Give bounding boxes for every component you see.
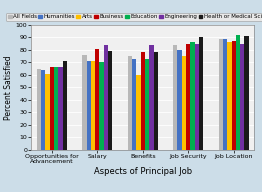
Bar xyxy=(54,67,58,150)
Bar xyxy=(95,49,100,150)
Bar xyxy=(182,56,186,150)
Bar xyxy=(219,39,223,150)
Bar xyxy=(199,37,203,150)
Bar xyxy=(37,69,41,150)
Bar xyxy=(63,61,67,150)
Bar xyxy=(190,42,195,150)
Bar xyxy=(227,42,232,150)
Bar xyxy=(128,56,132,150)
Bar xyxy=(149,45,154,150)
Bar xyxy=(136,75,141,150)
Bar xyxy=(41,70,45,150)
Bar xyxy=(50,67,54,150)
Legend: All Fields, Humanities, Arts, Business, Education, Engineering, Health or Medica: All Fields, Humanities, Arts, Business, … xyxy=(6,13,262,21)
Bar xyxy=(86,61,91,150)
Bar xyxy=(82,55,86,150)
Bar xyxy=(195,44,199,150)
Bar xyxy=(223,39,227,150)
Bar xyxy=(145,59,149,150)
Bar xyxy=(177,50,182,150)
Bar xyxy=(141,52,145,150)
Bar xyxy=(91,61,95,150)
Bar xyxy=(186,44,190,150)
Bar xyxy=(154,52,158,150)
Bar xyxy=(232,41,236,150)
Y-axis label: Percent Satisfied: Percent Satisfied xyxy=(4,55,13,120)
Bar xyxy=(108,51,112,150)
Bar xyxy=(58,67,63,150)
Bar xyxy=(240,44,244,150)
Bar xyxy=(45,74,50,150)
Bar xyxy=(100,62,104,150)
Bar xyxy=(104,45,108,150)
Bar xyxy=(173,45,177,150)
Bar xyxy=(244,36,249,150)
Bar xyxy=(236,35,240,150)
X-axis label: Aspects of Principal Job: Aspects of Principal Job xyxy=(94,167,192,176)
Bar xyxy=(132,59,136,150)
